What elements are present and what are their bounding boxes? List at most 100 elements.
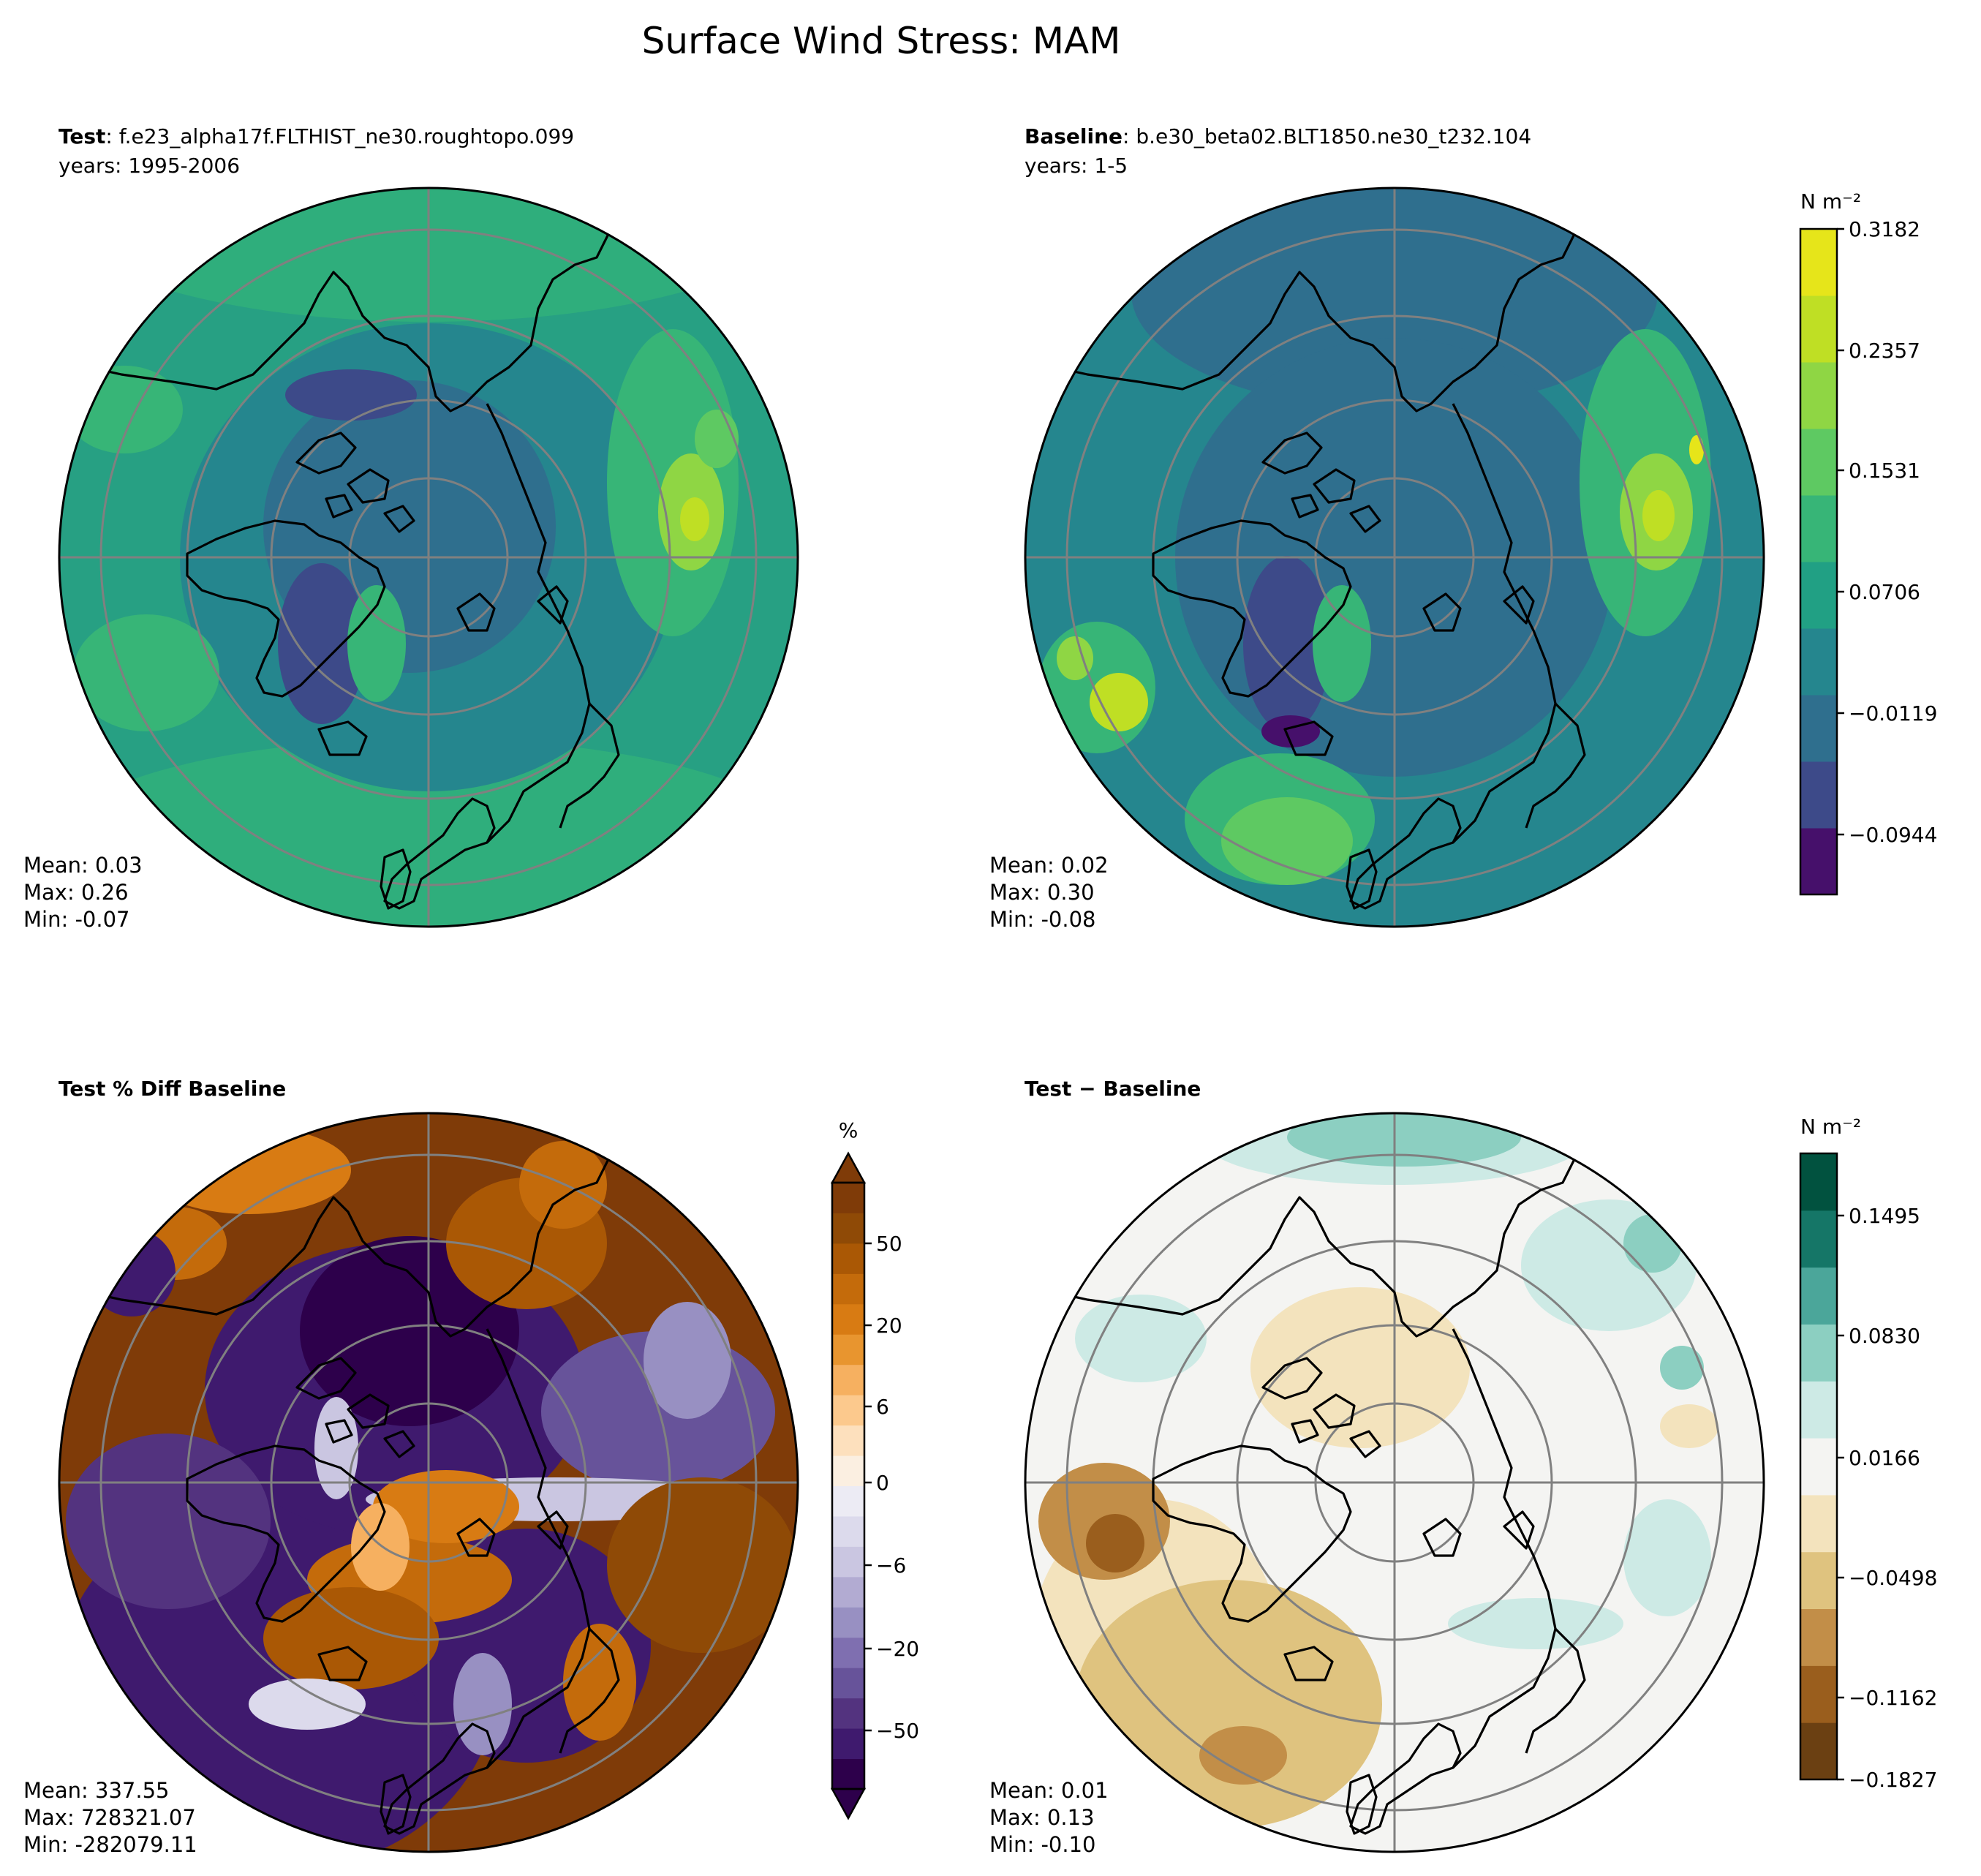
- panel-diff-label: Test − Baseline: [1025, 1077, 1201, 1101]
- panel-diff-min: Min: -0.10: [989, 1832, 1095, 1857]
- colorbar-diff-swatch: [1800, 1665, 1837, 1723]
- colorbar-pct-tick-label: 20: [876, 1314, 902, 1338]
- colorbar-diff-swatch: [1800, 1722, 1837, 1780]
- colorbar-diff-swatch: [1800, 1153, 1837, 1211]
- colorbar-pct-swatch: [832, 1728, 864, 1760]
- panel-pctdiff-rim: [58, 1112, 799, 1853]
- colorbar-pct-tick-label: 0: [876, 1471, 889, 1495]
- panel-baseline-map: [1025, 188, 1764, 927]
- colorbar-pct-swatches: [832, 1183, 864, 1790]
- colorbar-pct-swatch: [832, 1455, 864, 1486]
- colorbar-diff-tick-label: −0.1162: [1849, 1686, 1937, 1710]
- panel-baseline-label-rest: : b.e30_beta02.BLT1850.ne30_t232.104: [1122, 124, 1531, 148]
- colorbar-pct-swatch: [832, 1637, 864, 1668]
- colorbar-diff-swatch: [1800, 1267, 1837, 1325]
- panel-baseline-rim: [1024, 187, 1765, 928]
- panel-test-rim: [58, 187, 799, 928]
- panel-baseline-mean: Mean: 0.02: [989, 853, 1109, 878]
- colorbar-main-swatch: [1800, 362, 1837, 429]
- colorbar-pct-swatch: [832, 1243, 864, 1274]
- colorbar-diff-ticks: 0.1495 0.0830 0.0166 −0.0498 −0.1162 −0.1827: [1837, 1204, 1937, 1792]
- colorbar-main-tick-label: 0.2357: [1849, 339, 1920, 363]
- colorbar-main-tick-label: 0.0706: [1849, 580, 1920, 604]
- colorbar-pct-swatch: [832, 1485, 864, 1517]
- panel-pctdiff-label: Test % Diff Baseline: [59, 1077, 286, 1101]
- colorbar-pct-swatch: [832, 1273, 864, 1305]
- colorbar-pct-extend-bottom: [830, 1788, 867, 1820]
- colorbar-diff-swatches: [1800, 1153, 1837, 1780]
- panel-test: Test: f.e23_alpha17f.FLTHIST_ne30.rought…: [23, 124, 799, 932]
- panel-test-years: years: 1995-2006: [59, 154, 240, 178]
- colorbar-pct-frame: [831, 1181, 866, 1790]
- colorbar-main-tick-label: 0.1531: [1849, 459, 1920, 483]
- colorbar-diff-unit: N m⁻²: [1800, 1115, 1861, 1139]
- colorbar-pct: % 50 20 6 0 −6 −20 −50: [830, 1118, 919, 1820]
- panel-test-max: Max: 0.26: [23, 880, 129, 905]
- panel-pctdiff-min: Min: -282079.11: [23, 1832, 197, 1857]
- colorbar-diff-tick-label: −0.0498: [1849, 1566, 1937, 1590]
- panel-diff: Test − Baseline Mean: 0.01 Max: 0.13 Min…: [989, 1077, 1765, 1857]
- colorbar-pct-tick-label: −50: [876, 1719, 919, 1743]
- colorbar-main-ticks: 0.3182 0.2357 0.1531 0.0706 −0.0119 −0.0944: [1837, 217, 1937, 847]
- colorbar-pct-swatch: [832, 1758, 864, 1790]
- colorbar-pct-swatch: [832, 1425, 864, 1456]
- colorbar-diff-swatch: [1800, 1438, 1837, 1496]
- figure-title: Surface Wind Stress: MAM: [642, 20, 1121, 62]
- colorbar-main-swatch: [1800, 628, 1837, 696]
- colorbar-main-swatches: [1800, 229, 1837, 895]
- colorbar-diff-swatch: [1800, 1210, 1837, 1268]
- colorbar-main-swatch: [1800, 229, 1837, 296]
- colorbar-main-swatch: [1800, 429, 1837, 496]
- panel-diff-mean: Mean: 0.01: [989, 1778, 1109, 1803]
- colorbar-pct-swatch: [832, 1303, 864, 1335]
- colorbar-diff: N m⁻² 0.1495 0.0830 0.0166 −0.0498 −0.1162 −0…: [1799, 1115, 1937, 1792]
- colorbar-pct-swatch: [832, 1334, 864, 1365]
- panel-pctdiff-max: Max: 728321.07: [23, 1805, 196, 1830]
- panel-pctdiff-map: [59, 1113, 798, 1852]
- colorbar-pct-swatch: [832, 1576, 864, 1608]
- colorbar-pct-swatch: [832, 1364, 864, 1395]
- colorbar-pct-swatch: [832, 1546, 864, 1578]
- colorbar-diff-tick-label: −0.1827: [1849, 1768, 1937, 1792]
- colorbar-diff-swatch: [1800, 1608, 1837, 1666]
- colorbar-main: N m⁻² 0.3182 0.2357 0.1531 0.0706 −0.0119 −0.…: [1799, 189, 1937, 896]
- colorbar-main-tick-label: −0.0119: [1849, 701, 1937, 726]
- colorbar-diff-tick-label: 0.0166: [1849, 1446, 1920, 1470]
- colorbar-diff-swatch: [1800, 1551, 1837, 1610]
- panel-baseline-max: Max: 0.30: [989, 880, 1095, 905]
- colorbar-main-swatch: [1800, 562, 1837, 629]
- colorbar-diff-tick-label: 0.0830: [1849, 1324, 1920, 1348]
- colorbar-diff-swatch: [1800, 1324, 1837, 1382]
- panel-baseline-years: years: 1-5: [1025, 154, 1128, 178]
- colorbar-pct-extend-top: [830, 1151, 867, 1184]
- colorbar-pct-tick-label: −20: [876, 1637, 919, 1661]
- panel-diff-max: Max: 0.13: [989, 1805, 1095, 1830]
- colorbar-pct-swatch: [832, 1183, 864, 1213]
- panel-diff-rim: [1024, 1112, 1765, 1853]
- panel-test-label-bold: Test: [59, 124, 105, 148]
- colorbar-diff-frame: [1799, 1152, 1838, 1781]
- colorbar-pct-unit: %: [839, 1118, 859, 1142]
- colorbar-main-unit: N m⁻²: [1800, 189, 1861, 214]
- panel-test-label: Test: f.e23_alpha17f.FLTHIST_ne30.rought…: [59, 124, 574, 148]
- colorbar-main-swatch: [1800, 761, 1837, 829]
- panel-baseline-min: Min: -0.08: [989, 907, 1095, 932]
- colorbar-pct-swatch: [832, 1213, 864, 1244]
- panel-diff-map: [1025, 1113, 1764, 1852]
- panel-pctdiff-mean: Mean: 337.55: [23, 1778, 169, 1803]
- colorbar-diff-swatch: [1800, 1494, 1837, 1553]
- panel-baseline-label: Baseline: b.e30_beta02.BLT1850.ne30_t232…: [1025, 124, 1531, 148]
- colorbar-diff-swatch: [1800, 1381, 1837, 1439]
- colorbar-pct-swatch: [832, 1698, 864, 1729]
- colorbar-main-swatch: [1800, 295, 1837, 363]
- colorbar-pct-tick-label: −6: [876, 1553, 906, 1578]
- panel-test-map: [59, 188, 798, 927]
- colorbar-main-swatch: [1800, 495, 1837, 562]
- colorbar-pct-tick-label: 6: [876, 1395, 889, 1419]
- colorbar-main-tick-label: 0.3182: [1849, 217, 1920, 241]
- panel-test-label-rest: : f.e23_alpha17f.FLTHIST_ne30.roughtopo.…: [105, 124, 574, 148]
- panel-test-min: Min: -0.07: [23, 907, 129, 932]
- panel-baseline: Baseline: b.e30_beta02.BLT1850.ne30_t232…: [989, 124, 1765, 932]
- colorbar-pct-swatch: [832, 1395, 864, 1426]
